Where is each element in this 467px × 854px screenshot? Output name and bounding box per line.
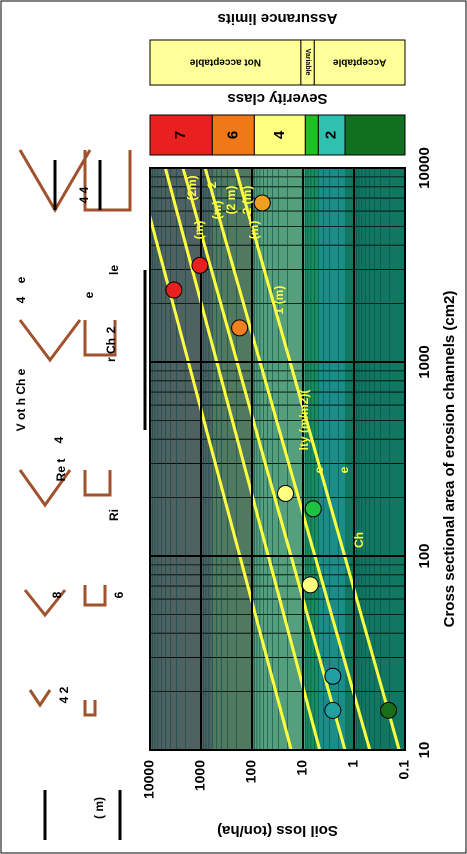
severity-segment — [317, 114, 346, 156]
plot — [150, 168, 405, 750]
diagram-label: e — [14, 276, 28, 283]
diagram-label: 8 — [50, 591, 64, 598]
channel-diagrams — [18, 149, 132, 717]
annotation: e — [312, 466, 326, 473]
diagram-label: 4 — [52, 436, 66, 443]
diagram-label: 4 4 — [77, 186, 91, 203]
annotation: Ch — [352, 532, 366, 548]
diagram-label: V ot h Ch e — [14, 368, 28, 431]
threshold-line — [203, 168, 372, 750]
x-tick-label: 1000 — [416, 345, 433, 378]
y-tick-label: 100 — [243, 760, 259, 784]
diagram-label: 6 — [112, 591, 126, 598]
y-tick-label: 0.1 — [396, 760, 412, 780]
severity-band — [305, 168, 319, 750]
rect-channel — [83, 470, 112, 497]
point — [277, 484, 295, 502]
diagram-label: 4 — [14, 296, 28, 303]
severity-segment — [304, 114, 319, 156]
annotation: e — [337, 466, 351, 473]
annotation: 2 — [205, 181, 219, 188]
point — [231, 319, 249, 337]
rect-channel — [83, 700, 97, 717]
annotation: 2 (m) — [240, 186, 254, 215]
severity-segment — [344, 114, 406, 156]
y-tick-label: 10 — [294, 760, 310, 776]
severity-segment — [253, 114, 306, 156]
point — [324, 667, 342, 685]
assurance-label: Not acceptable — [189, 56, 261, 67]
annotation: (m) — [210, 201, 224, 220]
v-channel — [28, 689, 52, 708]
severity-title: Severity class — [227, 90, 327, 107]
severity-label: 2 — [323, 131, 340, 139]
assurance-zone — [149, 39, 302, 86]
point — [253, 194, 271, 212]
arrows — [43, 160, 147, 840]
x-axis-title: Cross sectional area of erosion channels… — [441, 291, 458, 628]
v-channel — [23, 589, 67, 618]
diagram-label: e — [82, 291, 96, 298]
y-axis-title: Soil loss (ton/ha) — [217, 822, 338, 839]
point — [324, 701, 342, 719]
annotation: (m) — [247, 221, 261, 240]
threshold-line — [181, 168, 347, 750]
diagram-label: 4 2 — [57, 686, 71, 703]
annotation: (2 m) — [224, 186, 238, 215]
severity-segment — [211, 114, 255, 156]
rect-channel — [83, 150, 132, 212]
assurance-title: Assurance limits — [217, 10, 337, 27]
x-tick-label: 100 — [416, 543, 433, 568]
severity-label: 4 — [271, 130, 288, 139]
severity-band — [318, 168, 346, 750]
rect-channel — [83, 320, 117, 357]
threshold-line — [163, 168, 322, 750]
assurance-label: Variable — [304, 49, 311, 76]
annotation: le — [107, 265, 121, 275]
annotation: Ri — [107, 509, 121, 521]
x-tick-label: 10 — [416, 742, 433, 759]
rect-channel — [83, 585, 107, 607]
severity-label: 6 — [224, 131, 241, 139]
diagram-label: r Ch — [104, 338, 118, 362]
v-channel — [18, 469, 72, 508]
v-channel — [18, 319, 82, 363]
severity-label: 7 — [172, 131, 189, 139]
annotation: 1 (m) — [272, 286, 286, 315]
point — [380, 701, 398, 719]
point — [191, 256, 209, 274]
annotation: (2m) — [185, 175, 199, 200]
y-tick-label: 1 — [345, 760, 361, 768]
annotation: lty (m/m2)( — [297, 390, 311, 451]
plot-border — [149, 167, 406, 751]
severity-band — [212, 168, 255, 750]
assurance-zone — [313, 39, 406, 86]
x-tick-label: 10000 — [416, 147, 433, 189]
diagram-label: ( m) — [92, 797, 106, 819]
severity-segment — [149, 114, 213, 156]
assurance-label: Acceptable — [333, 56, 387, 67]
severity-band — [345, 168, 405, 750]
y-tick-label: 10000 — [141, 760, 157, 799]
diagram-label: Re t — [54, 459, 68, 482]
diagram-label: 2 — [104, 326, 118, 333]
annotation: (m) — [192, 221, 206, 240]
y-tick-label: 1000 — [192, 760, 208, 791]
threshold-line — [234, 168, 401, 750]
threshold-line — [150, 211, 293, 750]
point — [301, 576, 319, 594]
point — [165, 281, 183, 299]
point — [304, 500, 322, 518]
